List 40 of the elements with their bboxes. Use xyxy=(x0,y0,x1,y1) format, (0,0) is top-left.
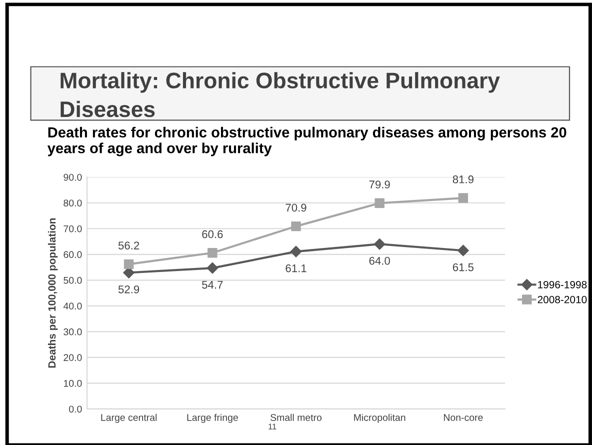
data-label: 56.2 xyxy=(118,242,140,250)
point xyxy=(206,262,218,274)
y-tick-label: 0.0 xyxy=(69,406,82,413)
x-tick-label: Micropolitan xyxy=(354,414,406,423)
y-axis-title: Deaths per 100,000 population xyxy=(48,218,58,368)
point xyxy=(374,198,384,208)
x-tick-label: Non-core xyxy=(444,414,483,421)
y-tick-label: 70.0 xyxy=(64,225,82,232)
y-tick-label: 90.0 xyxy=(64,174,82,181)
point xyxy=(208,248,218,258)
y-tick-label: 50.0 xyxy=(64,276,82,284)
y-tick-label: 30.0 xyxy=(64,328,82,336)
data-label: 54.7 xyxy=(202,280,223,289)
data-label: 60.6 xyxy=(202,230,223,238)
y-tick-label: 20.0 xyxy=(64,354,82,362)
chart-subtitle: Death rates for chronic obstructive pulmonary diseases among persons 20 years of age and over by rurality xyxy=(47,126,566,156)
point xyxy=(124,259,134,270)
data-label: 70.9 xyxy=(286,204,306,212)
x-tick-label: Small metro xyxy=(270,414,322,421)
y-tick-label: 10.0 xyxy=(64,380,82,387)
legend-label: 1996-1998 xyxy=(538,280,587,288)
point xyxy=(374,238,386,250)
point xyxy=(458,193,468,203)
point xyxy=(291,221,301,232)
data-label: 79.9 xyxy=(369,180,390,188)
text: 11 xyxy=(268,424,276,430)
x-tick-label: Large central xyxy=(101,414,157,423)
data-label: 64.0 xyxy=(369,256,390,265)
chart-title: Mortality: Chronic Obstructive Pulmonary Diseases xyxy=(60,72,500,118)
data-label: 61.5 xyxy=(452,263,474,272)
data-label: 81.9 xyxy=(452,175,474,184)
y-tick-label: 40.0 xyxy=(63,302,82,310)
y-tick-label: 60.0 xyxy=(64,251,82,258)
x-tick-label: Large fringe xyxy=(187,414,238,423)
legend-label: 2008-2010 xyxy=(538,296,587,304)
point xyxy=(458,244,469,256)
y-tick-label: 80.0 xyxy=(64,200,82,206)
data-label: 52.9 xyxy=(118,285,140,294)
data-label: 61.1 xyxy=(286,264,306,272)
point xyxy=(290,246,302,258)
